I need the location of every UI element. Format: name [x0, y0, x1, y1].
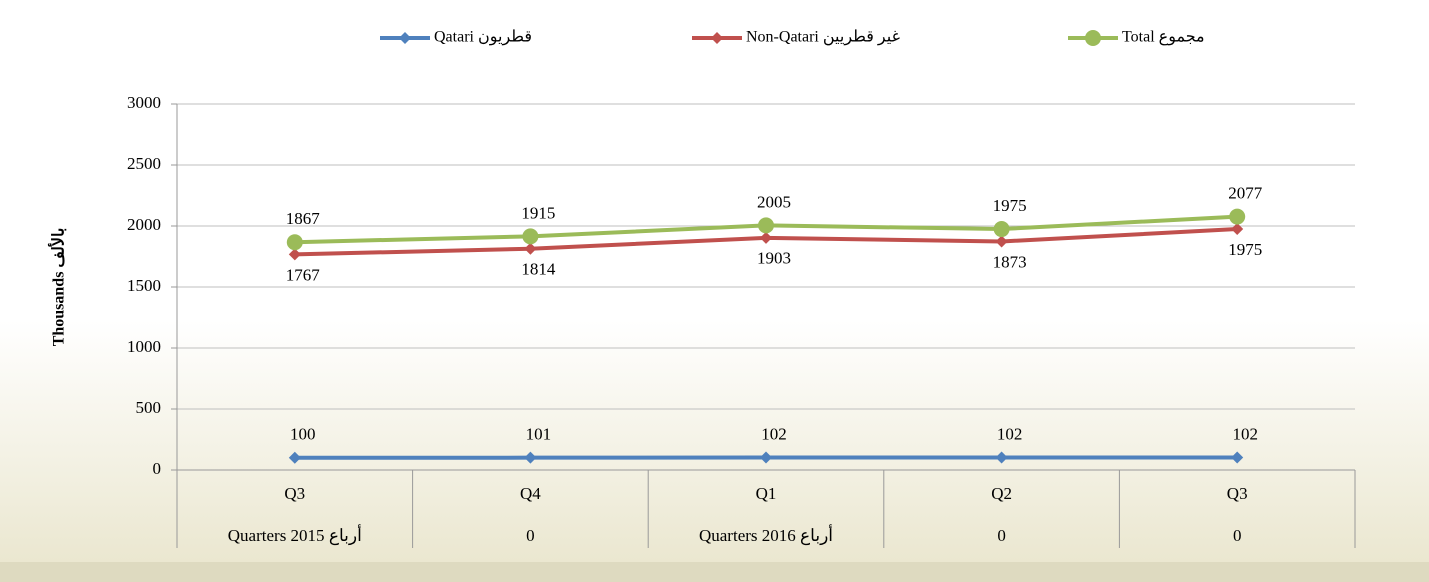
point	[288, 451, 301, 464]
x-tick-label: Q3	[1227, 484, 1248, 503]
data-label: 102	[1232, 424, 1258, 443]
data-label: 102	[997, 424, 1023, 443]
x-group-label: 0	[997, 526, 1006, 545]
point	[760, 451, 772, 464]
y-tick-label: 500	[136, 398, 162, 417]
y-tick-label: 2500	[127, 154, 161, 173]
legend-marker	[1085, 30, 1101, 46]
point	[524, 451, 537, 464]
data-label: 102	[761, 424, 787, 443]
point	[524, 242, 537, 255]
data-label: 2005	[757, 192, 791, 211]
y-tick-label: 1500	[127, 276, 161, 295]
data-label: 1975	[993, 196, 1027, 215]
legend-label: Non-Qatari غير قطريين	[746, 29, 900, 46]
x-group-label: 0	[1233, 526, 1242, 545]
data-label: 1873	[993, 252, 1027, 271]
data-label: 1767	[286, 265, 321, 284]
bottom-strip	[0, 562, 1429, 582]
point	[288, 248, 301, 261]
data-label: 1814	[521, 260, 556, 279]
legend-marker	[711, 32, 723, 44]
point	[1231, 223, 1244, 236]
data-label: 2077	[1228, 184, 1263, 203]
point	[1231, 451, 1244, 464]
legend-label: Total مجموع	[1122, 29, 1205, 46]
y-tick-label: 3000	[127, 93, 161, 112]
x-group-label: 0	[526, 526, 535, 545]
x-tick-label: Q4	[520, 484, 541, 503]
point	[995, 451, 1008, 464]
x-group-label: Quarters 2015 أرباع	[228, 524, 362, 546]
point	[286, 234, 303, 251]
x-tick-label: Q1	[756, 484, 777, 503]
x-tick-label: Q3	[284, 484, 305, 503]
y-axis-label: Thousands بالألف	[48, 228, 68, 347]
y-tick-label: 2000	[127, 215, 161, 234]
point	[522, 228, 539, 245]
data-label: 1903	[757, 249, 791, 268]
data-label: 101	[526, 425, 552, 444]
y-tick-label: 1000	[127, 337, 161, 356]
x-group-label: Quarters 2016 أرباع	[699, 524, 833, 546]
point	[1229, 208, 1246, 225]
point	[995, 235, 1008, 248]
legend-label: Qatari قطريون	[434, 29, 532, 46]
x-tick-label: Q2	[991, 484, 1012, 503]
data-label: 1975	[1228, 240, 1262, 259]
y-tick-label: 0	[153, 459, 162, 478]
point	[758, 217, 774, 234]
point	[760, 231, 772, 244]
data-label: 1867	[286, 209, 321, 228]
legend-marker	[399, 32, 411, 44]
data-label: 1915	[521, 203, 555, 222]
data-label: 100	[290, 425, 316, 444]
point	[993, 221, 1010, 238]
